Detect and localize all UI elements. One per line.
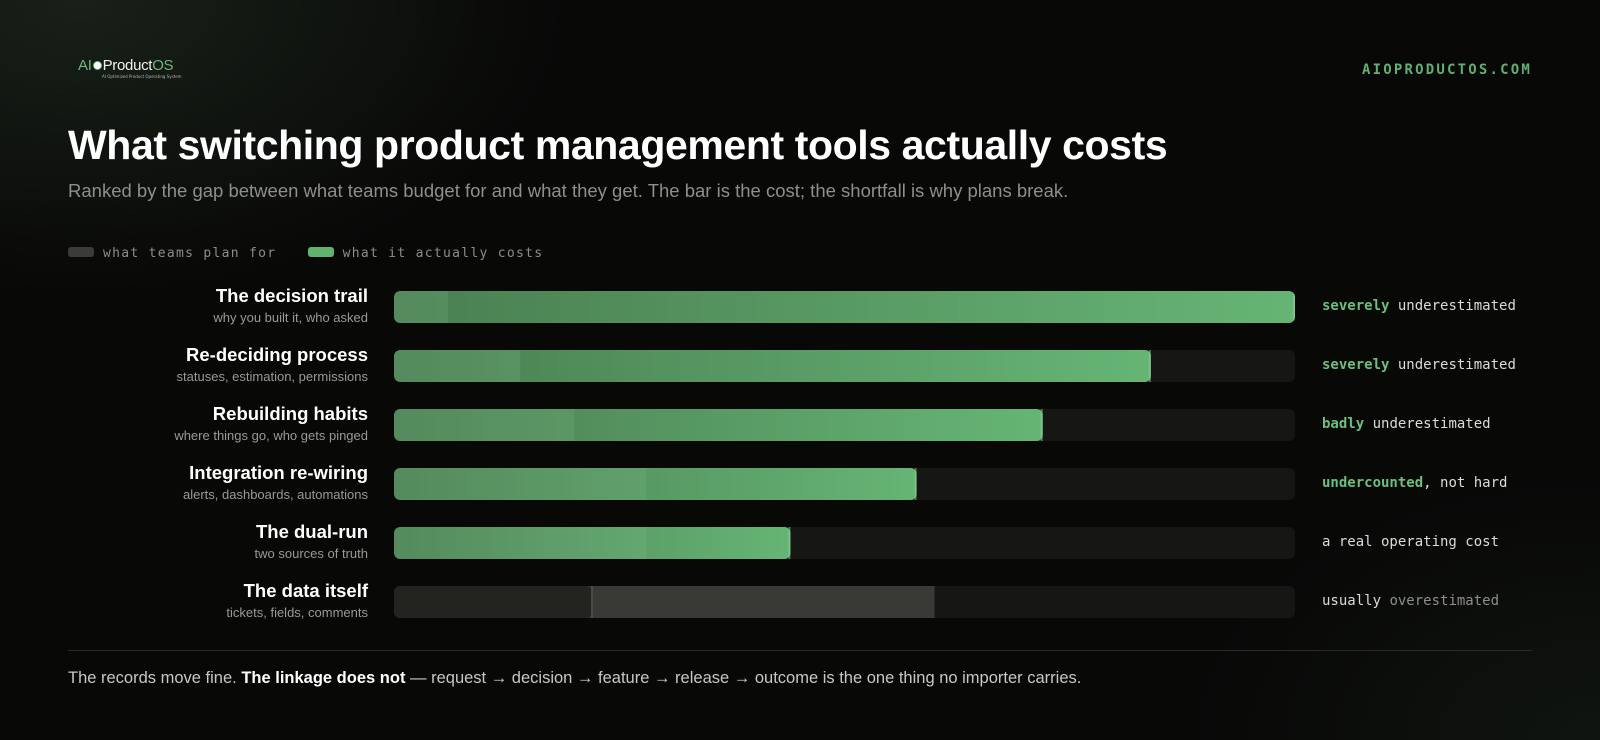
category-sublabel: where things go, who gets pinged [174,428,368,443]
bar-fill-group [394,468,917,500]
bar-actual [394,527,791,559]
bar-plan [394,409,575,441]
bar-fill-group [394,527,791,559]
bar-row [394,409,1295,441]
bar-plan [394,468,647,500]
legend-swatch-plan [68,247,94,257]
bar-actual [394,409,1043,441]
legend: what teams plan for what it actually cos… [68,246,565,261]
verdict-rest: underestimated [1389,298,1516,314]
category-label: Rebuilding habits [212,403,368,424]
bar-actual [394,586,593,618]
category-label: The decision trail [215,285,368,306]
bar-fill-group [394,409,1043,441]
bar-actual-edge [1293,291,1295,323]
verdict-emphasis: severely [1322,357,1390,373]
bar-actual [394,291,1295,323]
logo-wordmark: AI ProductOS [78,57,174,74]
verdict-rest: a real operating cost [1322,534,1500,550]
bar-actual-edge [591,586,593,618]
logo-tagline: AI Optimized Product Operating System [102,74,182,79]
chart-subtitle: Ranked by the gap between what teams bud… [68,180,1069,201]
bar-plan [394,291,449,323]
bar-actual-edge [914,468,917,500]
verdict-emphasis: severely [1322,298,1390,314]
site-url[interactable]: AIOPRODUCTOS.COM [1361,62,1532,78]
legend-item-actual: what it actually costs [307,246,544,261]
divider [68,650,1532,651]
category-sublabel: two sources of truth [254,546,368,561]
bar-row [394,586,1295,618]
bar-row [394,468,1295,500]
category-label: Integration re-wiring [189,462,368,483]
bar-fill-group [394,350,1151,382]
verdict-rest: overestimated [1381,593,1500,609]
bar-chart [394,291,1295,618]
verdict-rest: underestimated [1364,416,1491,432]
logo: AI ProductOS AI Optimized Product Operati… [78,57,182,82]
category-sublabel: tickets, fields, comments [226,605,368,620]
bar-plan [394,527,647,559]
logo-dot-icon [92,61,102,70]
row-label: Re-deciding process statuses, estimation,… [177,344,368,386]
footer-emphasis: The linkage does not [241,669,406,687]
footer-note: The records move fine. The linkage does … [68,669,1081,688]
footer-lead: The records move fine. [68,669,242,687]
row-label: The data itself tickets, fields, comments [226,580,368,622]
row-label: Integration re-wiring alerts, dashboards,… [183,462,368,504]
row-label: The dual-run two sources of truth [255,521,368,563]
verdict-label: severely underestimated [1322,357,1516,373]
bar-layer [394,291,1295,618]
category-sublabel: alerts, dashboards, automations [183,487,368,502]
verdict-label: undercounted, not hard [1322,475,1507,491]
chart-title: What switching product management tools … [68,122,1168,168]
bar-actual-edge [1148,350,1151,382]
bar-row [394,527,1295,559]
legend-label-plan: what teams plan for [103,246,277,261]
bar-actual [394,468,917,500]
bar-row [394,350,1295,382]
category-label: Re-deciding process [186,344,368,365]
category-label: The dual-run [255,521,368,542]
row-label: Rebuilding habits where things go, who ge… [174,403,368,445]
legend-swatch-actual [307,247,334,257]
bar-row [394,291,1295,323]
bar-actual-edge [788,527,791,559]
footer-tail: — request → decision → feature → release… [405,669,1082,687]
legend-item-plan: what teams plan for [68,246,276,261]
verdict-rest: , not hard [1423,475,1508,491]
bar-actual-edge [1040,409,1043,441]
verdict-emphasis: undercounted [1322,475,1424,491]
category-sublabel: why you built it, who asked [213,310,368,325]
verdict-rest: underestimated [1389,357,1516,373]
category-label: The data itself [243,580,368,601]
verdict-label: a real operating cost [1322,534,1499,550]
verdict-label: usually overestimated [1322,593,1499,609]
verdict-label: badly underestimated [1322,416,1491,432]
verdict-emphasis: usually [1322,593,1382,609]
bar-actual [394,350,1151,382]
row-label: The decision trail why you built it, who … [213,285,368,327]
bar-fill-group [394,291,1295,323]
verdict-emphasis: badly [1322,416,1365,432]
category-sublabel: statuses, estimation, permissions [176,369,368,384]
bar-plan [394,350,521,382]
verdict-label: severely underestimated [1322,298,1516,314]
bar-fill-group [394,586,935,618]
legend-label-actual: what it actually costs [342,246,544,261]
